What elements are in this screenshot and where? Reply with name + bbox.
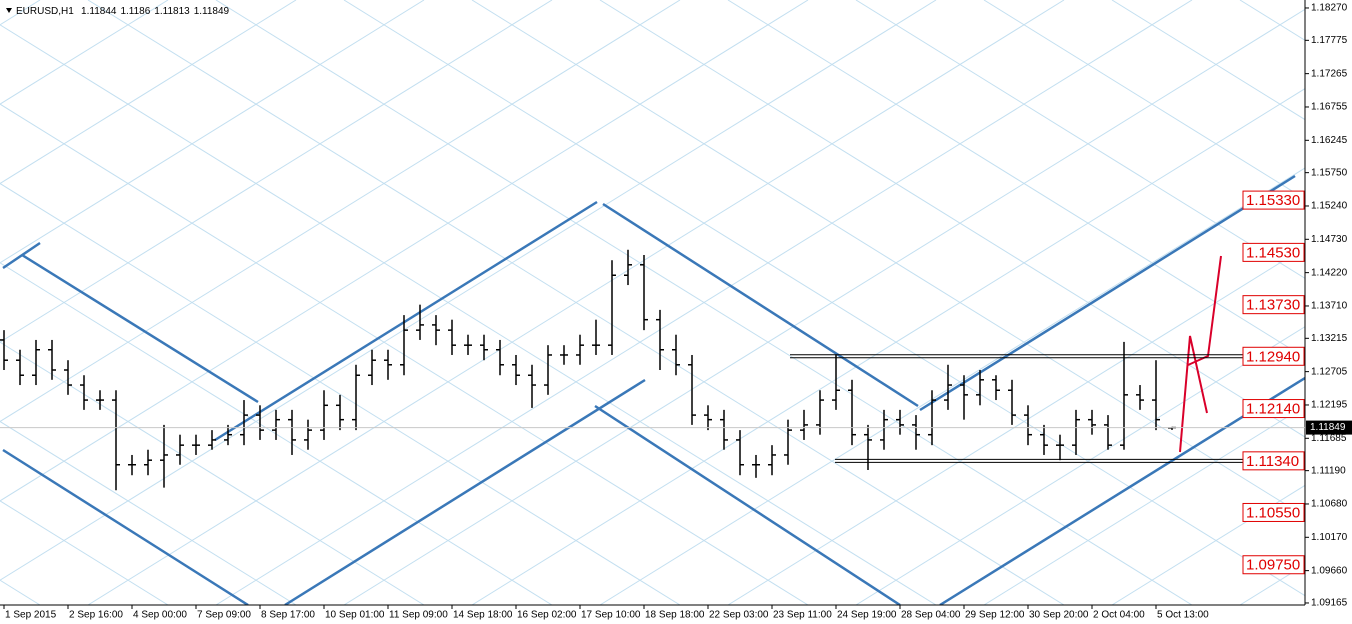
level-label: 1.13730 <box>1246 297 1300 314</box>
diagonal-grid-line <box>0 0 297 185</box>
diagonal-grid-line <box>0 262 553 605</box>
x-tick-label: 17 Sep 10:00 <box>581 610 641 621</box>
diagonal-grid-line <box>983 0 1305 200</box>
level-box <box>1242 242 1305 262</box>
current-price-label: 1.11849 <box>1310 422 1346 433</box>
level-label: 1.12140 <box>1246 401 1300 418</box>
y-tick-label: 1.16755 <box>1311 102 1348 113</box>
diagonal-grid-line <box>0 0 169 105</box>
x-tick-label: 2 Oct 04:00 <box>1093 610 1145 621</box>
y-tick-label: 1.12195 <box>1311 400 1348 411</box>
level-label: 1.10550 <box>1246 504 1300 521</box>
y-tick-label: 1.16245 <box>1311 135 1348 146</box>
y-tick-label: 1.15240 <box>1311 201 1348 212</box>
menu-triangle[interactable] <box>6 8 12 13</box>
diagonal-grid-line <box>983 405 1305 605</box>
x-tick-label: 10 Sep 01:00 <box>325 610 385 621</box>
x-tick-label: 4 Sep 00:00 <box>133 610 187 621</box>
header-high: 1.1186 <box>120 6 150 17</box>
trend-line <box>2 448 249 605</box>
y-tick-label: 1.13710 <box>1311 301 1348 312</box>
diagonal-grid-line <box>855 0 1305 279</box>
x-tick-label: 24 Sep 19:00 <box>837 610 897 621</box>
y-tick-label: 1.18270 <box>1311 3 1348 14</box>
x-tick-label: 8 Sep 17:00 <box>261 610 315 621</box>
x-tick-label: 16 Sep 02:00 <box>517 610 577 621</box>
level-box <box>1242 555 1305 575</box>
level-label: 1.15330 <box>1246 192 1300 209</box>
diagonal-grid-line <box>0 500 169 605</box>
diagonal-grid-line <box>0 420 297 605</box>
y-tick-label: 1.17265 <box>1311 68 1348 79</box>
diagonal-grid-line <box>727 0 1305 359</box>
trend-line <box>284 378 646 605</box>
level-box <box>1242 346 1305 366</box>
trend-line <box>919 174 1296 412</box>
header-low: 1.11813 <box>154 6 190 17</box>
y-tick-label: 1.10170 <box>1311 532 1348 543</box>
x-tick-label: 14 Sep 18:00 <box>453 610 513 621</box>
y-tick-label: 1.10680 <box>1311 499 1348 510</box>
header-symbol: EURUSD,H1 <box>16 6 74 17</box>
forecast-line <box>1187 255 1222 366</box>
y-tick-label: 1.15750 <box>1311 167 1348 178</box>
diagonal-grid-line <box>1111 0 1305 121</box>
level-label: 1.14530 <box>1246 244 1300 261</box>
diagonal-grid-line <box>0 341 425 605</box>
diagonal-grid-line <box>0 24 937 605</box>
trend-line <box>594 404 901 605</box>
trend-line <box>214 200 598 442</box>
diagonal-grid-line <box>855 326 1305 605</box>
y-tick-label: 1.11685 <box>1311 433 1347 444</box>
level-box <box>1242 295 1305 315</box>
diagonal-grid <box>0 0 1305 605</box>
trend-line <box>602 202 919 408</box>
y-tick-label: 1.14730 <box>1311 234 1348 245</box>
chart-header: EURUSD,H1 1.11844 1.1186 1.11813 1.11849 <box>16 6 230 17</box>
trend-line <box>2 241 41 270</box>
diagonal-grid-line <box>87 0 1065 605</box>
level-box <box>1242 502 1305 522</box>
current-price-box <box>1306 420 1352 435</box>
x-tick-label: 11 Sep 09:00 <box>389 610 448 621</box>
x-tick-label: 28 Sep 04:00 <box>901 610 961 621</box>
y-tick-label: 1.09660 <box>1311 565 1348 576</box>
x-tick-label: 29 Sep 12:00 <box>965 610 1025 621</box>
forecast-line <box>1179 335 1208 453</box>
x-tick-label: 5 Oct 13:00 <box>1157 610 1209 621</box>
x-tick-label: 18 Sep 18:00 <box>645 610 705 621</box>
y-tick-label: 1.17775 <box>1311 35 1348 46</box>
x-tick-label: 7 Sep 09:00 <box>197 610 251 621</box>
header-open: 1.11844 <box>81 6 117 17</box>
level-box <box>1242 399 1305 419</box>
level-label: 1.09750 <box>1246 557 1300 574</box>
diagonal-grid-line <box>0 103 809 605</box>
y-tick-label: 1.09165 <box>1311 598 1348 609</box>
diagonal-grid-line <box>599 0 1305 438</box>
level-box <box>1242 190 1305 210</box>
level-label: 1.11340 <box>1246 453 1299 470</box>
x-tick-label: 22 Sep 03:00 <box>709 610 769 621</box>
level-label: 1.12940 <box>1246 348 1300 365</box>
level-box <box>1242 451 1305 471</box>
diagonal-grid-line <box>343 0 1305 597</box>
forecast-path <box>1179 255 1222 453</box>
x-tick-label: 30 Sep 20:00 <box>1029 610 1089 621</box>
trend-line <box>21 253 259 404</box>
y-tick-label: 1.13215 <box>1311 333 1348 344</box>
diagonal-grid-line <box>0 182 681 605</box>
y-tick-label: 1.12705 <box>1311 366 1348 377</box>
x-tick-label: 1 Sep 2015 <box>5 610 57 621</box>
header-close: 1.11849 <box>194 6 230 17</box>
y-tick-label: 1.14220 <box>1311 267 1348 278</box>
y-tick-label: 1.11190 <box>1311 465 1346 476</box>
diagonal-grid-line <box>215 0 1193 605</box>
x-tick-label: 2 Sep 16:00 <box>69 610 123 621</box>
x-tick-label: 23 Sep 11:00 <box>773 610 832 621</box>
diagonal-grid-line <box>0 0 425 264</box>
